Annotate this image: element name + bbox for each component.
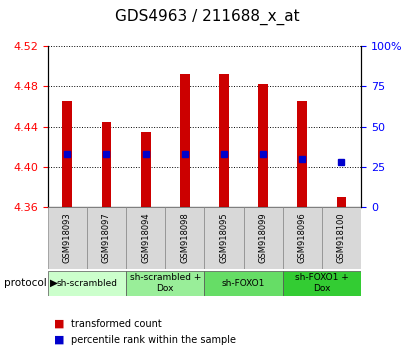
Bar <box>258 84 268 207</box>
Bar <box>48 271 126 296</box>
Bar <box>165 207 204 269</box>
Bar <box>126 271 205 296</box>
Bar <box>219 74 229 207</box>
Text: sh-scrambled: sh-scrambled <box>56 279 117 288</box>
Bar <box>180 74 190 207</box>
Bar <box>205 207 244 269</box>
Text: GDS4963 / 211688_x_at: GDS4963 / 211688_x_at <box>115 9 300 25</box>
Bar <box>244 207 283 269</box>
Text: sh-FOXO1: sh-FOXO1 <box>222 279 265 288</box>
Text: transformed count: transformed count <box>71 319 161 329</box>
Text: ■: ■ <box>54 335 64 345</box>
Bar <box>62 101 72 207</box>
Text: GSM918099: GSM918099 <box>259 213 268 263</box>
Text: GSM918096: GSM918096 <box>298 213 307 263</box>
Bar <box>126 207 165 269</box>
Text: sh-FOXO1 +
Dox: sh-FOXO1 + Dox <box>295 274 349 293</box>
Bar <box>87 207 126 269</box>
Bar <box>283 207 322 269</box>
Text: GSM918100: GSM918100 <box>337 213 346 263</box>
Bar <box>337 197 347 207</box>
Text: protocol ▶: protocol ▶ <box>4 278 58 288</box>
Text: GSM918093: GSM918093 <box>63 213 72 263</box>
Bar <box>283 271 361 296</box>
Text: sh-scrambled +
Dox: sh-scrambled + Dox <box>129 274 201 293</box>
Bar <box>205 271 283 296</box>
Bar <box>298 101 307 207</box>
Text: ■: ■ <box>54 319 64 329</box>
Text: GSM918095: GSM918095 <box>220 213 229 263</box>
Text: percentile rank within the sample: percentile rank within the sample <box>71 335 236 345</box>
Bar <box>322 207 361 269</box>
Text: GSM918097: GSM918097 <box>102 213 111 263</box>
Bar <box>102 121 111 207</box>
Text: GSM918094: GSM918094 <box>141 213 150 263</box>
Bar <box>141 132 151 207</box>
Bar <box>48 207 87 269</box>
Text: GSM918098: GSM918098 <box>180 213 189 263</box>
